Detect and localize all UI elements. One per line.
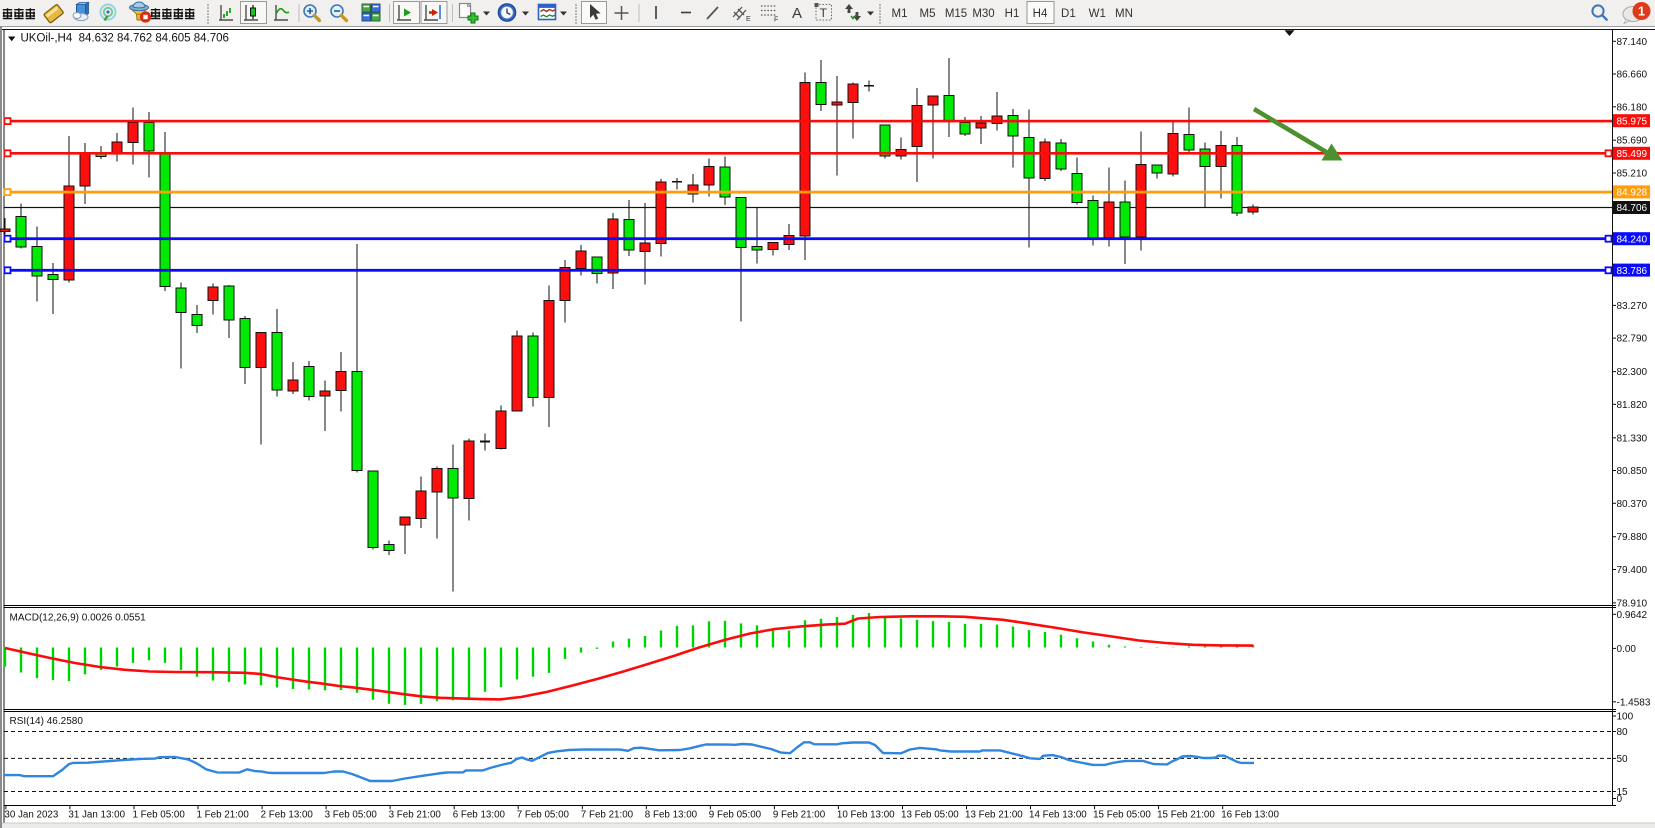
svg-text:1 Feb 05:00: 1 Feb 05:00 xyxy=(133,810,186,821)
svg-text:9 Feb 05:00: 9 Feb 05:00 xyxy=(709,810,762,821)
svg-text:85.975: 85.975 xyxy=(1617,116,1648,127)
svg-text:81.820: 81.820 xyxy=(1617,400,1648,411)
svg-text:50: 50 xyxy=(1617,754,1629,765)
svg-text:30 Jan 2023: 30 Jan 2023 xyxy=(4,810,58,821)
svg-text:M15: M15 xyxy=(945,8,967,20)
svg-text:81.330: 81.330 xyxy=(1617,433,1648,444)
svg-text:0: 0 xyxy=(1617,794,1623,805)
svg-text:2 Feb 13:00: 2 Feb 13:00 xyxy=(261,810,314,821)
svg-text:E: E xyxy=(746,16,751,23)
svg-text:H4: H4 xyxy=(1033,8,1048,20)
svg-text:F: F xyxy=(774,17,778,24)
svg-text:MN: MN xyxy=(1115,8,1133,20)
svg-text:100: 100 xyxy=(1617,712,1634,723)
svg-text:0.9642: 0.9642 xyxy=(1617,610,1648,621)
svg-text:80: 80 xyxy=(1617,727,1629,738)
svg-text:UKOil-,H4 84.632 84.762 84.60: UKOil-,H4 84.632 84.762 84.605 84.706 xyxy=(21,33,229,45)
svg-text:79.880: 79.880 xyxy=(1617,532,1648,543)
svg-text:79.400: 79.400 xyxy=(1617,565,1648,576)
svg-text:-1.4583: -1.4583 xyxy=(1617,697,1651,708)
svg-text:84.240: 84.240 xyxy=(1617,234,1648,245)
svg-text:87.140: 87.140 xyxy=(1617,37,1648,48)
svg-text:H1: H1 xyxy=(1005,8,1020,20)
svg-text:6 Feb 13:00: 6 Feb 13:00 xyxy=(453,810,506,821)
svg-text:RSI(14) 46.2580: RSI(14) 46.2580 xyxy=(10,716,84,727)
svg-text:13 Feb 21:00: 13 Feb 21:00 xyxy=(965,810,1023,821)
svg-text:84.706: 84.706 xyxy=(1617,203,1648,214)
svg-text:80.370: 80.370 xyxy=(1617,499,1648,510)
svg-text:15: 15 xyxy=(1617,787,1629,798)
svg-text:82.300: 82.300 xyxy=(1617,367,1648,378)
svg-text:3 Feb 21:00: 3 Feb 21:00 xyxy=(389,810,442,821)
svg-text:31 Jan 13:00: 31 Jan 13:00 xyxy=(68,810,125,821)
svg-text:86.180: 86.180 xyxy=(1617,102,1648,113)
svg-text:14 Feb 13:00: 14 Feb 13:00 xyxy=(1029,810,1087,821)
svg-text:78.910: 78.910 xyxy=(1617,598,1648,609)
svg-text:86.660: 86.660 xyxy=(1617,70,1648,81)
svg-text:MACD(12,26,9) 0.0026 0.0551: MACD(12,26,9) 0.0026 0.0551 xyxy=(10,613,147,624)
svg-text:83.270: 83.270 xyxy=(1617,301,1648,312)
svg-text:7 Feb 21:00: 7 Feb 21:00 xyxy=(581,810,634,821)
svg-text:7 Feb 05:00: 7 Feb 05:00 xyxy=(517,810,570,821)
svg-text:85.499: 85.499 xyxy=(1617,149,1648,160)
svg-text:85.690: 85.690 xyxy=(1617,136,1648,147)
svg-text:3 Feb 05:00: 3 Feb 05:00 xyxy=(325,810,378,821)
svg-text:M1: M1 xyxy=(892,8,908,20)
svg-text:0.00: 0.00 xyxy=(1617,644,1637,655)
svg-text:16 Feb 13:00: 16 Feb 13:00 xyxy=(1221,810,1279,821)
svg-text:10 Feb 13:00: 10 Feb 13:00 xyxy=(837,810,895,821)
svg-text:84.928: 84.928 xyxy=(1617,188,1648,199)
svg-text:1 Feb 21:00: 1 Feb 21:00 xyxy=(197,810,250,821)
svg-text:80.850: 80.850 xyxy=(1617,466,1648,477)
svg-text:W1: W1 xyxy=(1089,8,1106,20)
svg-text:13 Feb 05:00: 13 Feb 05:00 xyxy=(901,810,959,821)
svg-text:83.786: 83.786 xyxy=(1617,266,1648,277)
svg-text:T: T xyxy=(820,6,828,20)
svg-text:15 Feb 21:00: 15 Feb 21:00 xyxy=(1157,810,1215,821)
svg-text:8 Feb 13:00: 8 Feb 13:00 xyxy=(645,810,698,821)
svg-text:M5: M5 xyxy=(920,8,936,20)
svg-text:1: 1 xyxy=(1638,4,1645,18)
svg-text:9 Feb 21:00: 9 Feb 21:00 xyxy=(773,810,826,821)
svg-text:M30: M30 xyxy=(972,8,994,20)
svg-text:D1: D1 xyxy=(1061,8,1076,20)
svg-text:85.210: 85.210 xyxy=(1617,169,1648,180)
svg-text:15 Feb 05:00: 15 Feb 05:00 xyxy=(1093,810,1151,821)
svg-text:A: A xyxy=(792,5,802,22)
svg-text:82.790: 82.790 xyxy=(1617,334,1648,345)
